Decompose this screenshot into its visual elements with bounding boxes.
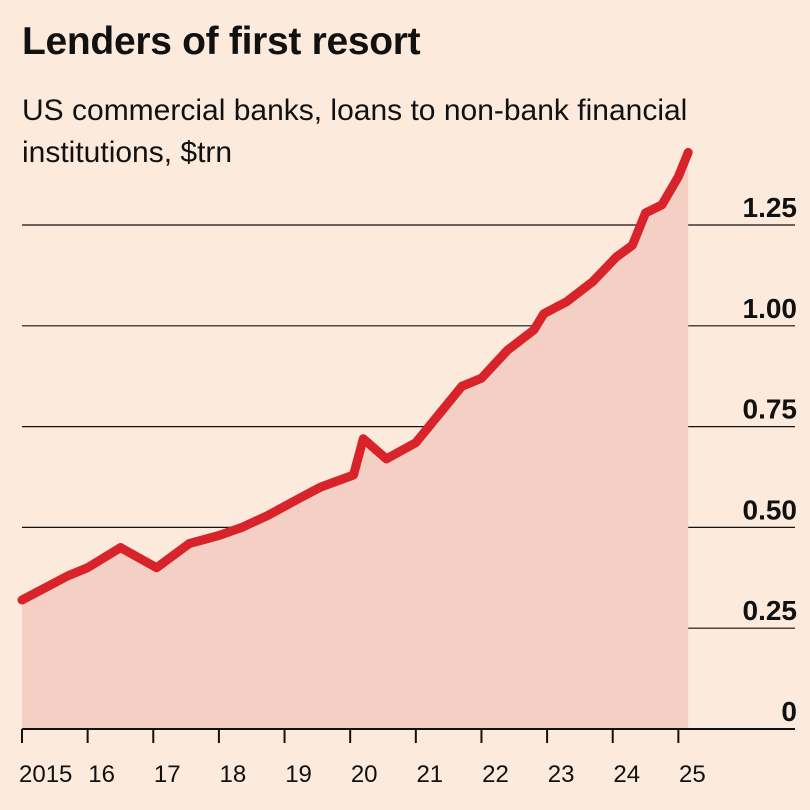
x-tick-label-10: 25 bbox=[679, 761, 706, 788]
chart-title: Lenders of first resort bbox=[22, 20, 421, 63]
x-tick-label-0: 2015 bbox=[19, 761, 72, 788]
x-tick-label-4: 19 bbox=[285, 761, 312, 788]
x-tick-label-3: 18 bbox=[220, 761, 247, 788]
y-tick-label-1: 0.25 bbox=[743, 595, 798, 626]
x-tick-label-2: 17 bbox=[154, 761, 181, 788]
x-axis-labels: 2015 16 17 18 19 20 21 22 23 24 25 bbox=[19, 761, 706, 788]
y-tick-label-2: 0.50 bbox=[743, 494, 798, 525]
y-tick-label-5: 1.25 bbox=[743, 192, 798, 223]
x-tick-label-1: 16 bbox=[88, 761, 115, 788]
chart-subtitle: US commercial banks, loans to non-bank f… bbox=[22, 94, 688, 169]
y-tick-label-4: 1.00 bbox=[743, 293, 798, 324]
x-tick-label-7: 22 bbox=[482, 761, 509, 788]
y-axis-labels: 0 0.25 0.50 0.75 1.00 1.25 bbox=[743, 192, 798, 727]
x-tick-label-5: 20 bbox=[351, 761, 378, 788]
y-tick-label-3: 0.75 bbox=[743, 394, 798, 425]
series-line bbox=[17, 147, 693, 605]
area-fill bbox=[22, 152, 689, 729]
x-tick-label-6: 21 bbox=[416, 761, 443, 788]
y-tick-label-0: 0 bbox=[781, 696, 797, 727]
x-tick-label-8: 23 bbox=[548, 761, 575, 788]
x-tick-label-9: 24 bbox=[613, 761, 640, 788]
x-axis bbox=[21, 728, 795, 743]
